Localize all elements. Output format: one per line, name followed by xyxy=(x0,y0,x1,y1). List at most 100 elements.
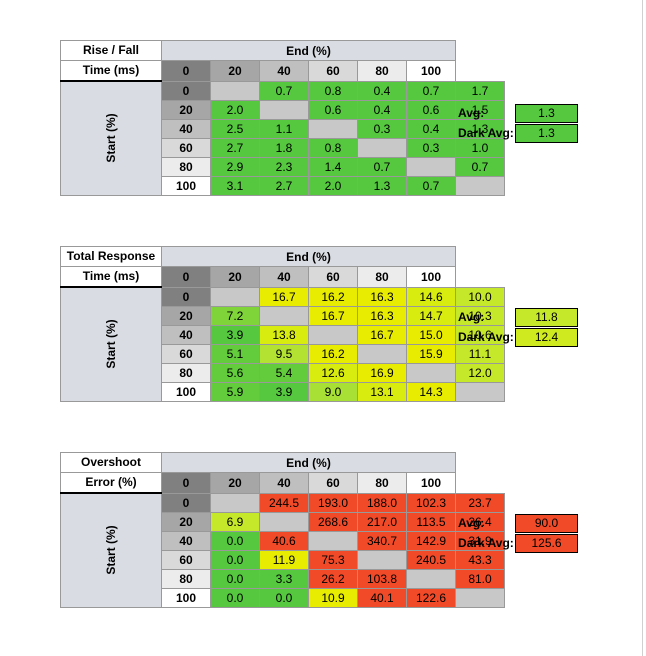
heatmap-cell: 10.0 xyxy=(455,286,505,307)
avg-label: Avg: xyxy=(458,516,485,530)
avg-label: Avg: xyxy=(458,310,485,324)
heatmap-cell: 26.2 xyxy=(308,568,358,589)
heatmap-cell: 1.7 xyxy=(455,80,505,101)
table-row: 80 5.6 5.4 12.6 16.9 12.0 xyxy=(61,362,505,383)
heatmap-cell: 15.0 xyxy=(406,324,456,345)
table-row: 60 0.0 11.9 75.3 240.5 43.3 xyxy=(61,549,505,570)
table-row: 100 0.0 0.0 10.9 40.1 122.6 xyxy=(61,587,505,608)
start-axis-header: Start (%) xyxy=(60,286,162,402)
table-row: 80 2.9 2.3 1.4 0.7 0.7 xyxy=(61,156,505,177)
heatmap-cell xyxy=(210,286,260,307)
heatmap-cell: 5.6 xyxy=(210,362,260,383)
heatmap-cell: 1.0 xyxy=(455,137,505,158)
heatmap-cell: 1.8 xyxy=(259,137,309,158)
col-header: 40 xyxy=(259,60,309,82)
total-response-summary: Avg: 11.8 Dark Avg: 12.4 xyxy=(458,308,583,348)
row-header: 0 xyxy=(161,492,211,513)
heatmap-cell: 2.5 xyxy=(210,118,260,139)
heatmap-cell: 268.6 xyxy=(308,511,358,532)
heatmap-cell: 5.9 xyxy=(210,381,260,402)
table-title-line-2: Error (%) xyxy=(60,472,162,494)
col-header: 100 xyxy=(406,472,456,494)
dark-avg-value: 12.4 xyxy=(515,328,578,347)
heatmap-cell: 0.0 xyxy=(210,530,260,551)
heatmap-cell: 16.7 xyxy=(308,305,358,326)
heatmap-cell: 9.0 xyxy=(308,381,358,402)
row-header: 60 xyxy=(161,137,211,158)
row-header: 80 xyxy=(161,156,211,177)
table-row: 80 0.0 3.3 26.2 103.8 81.0 xyxy=(61,568,505,589)
heatmap-cell: 3.9 xyxy=(259,381,309,402)
end-axis-header: End (%) xyxy=(161,246,456,267)
heatmap-cell: 0.4 xyxy=(406,118,456,139)
col-header: 100 xyxy=(406,266,456,288)
row-header: 40 xyxy=(161,118,211,139)
heatmap-cell: 217.0 xyxy=(357,511,407,532)
heatmap-cell: 0.4 xyxy=(357,80,407,101)
heatmap-cell: 16.7 xyxy=(357,324,407,345)
rise-fall-summary: Avg: 1.3 Dark Avg: 1.3 xyxy=(458,104,583,144)
col-header: 60 xyxy=(308,266,358,288)
heatmap-cell: 142.9 xyxy=(406,530,456,551)
heatmap-cell xyxy=(308,530,358,551)
dark-avg-value: 125.6 xyxy=(515,534,578,553)
heatmap-cell: 7.2 xyxy=(210,305,260,326)
heatmap-cell: 16.7 xyxy=(259,286,309,307)
rise-fall-time-table: Rise / Fall End (%) Time (ms) 0 20 40 60… xyxy=(60,40,505,196)
avg-value: 1.3 xyxy=(515,104,578,123)
col-header: 0 xyxy=(161,266,211,288)
end-axis-header: End (%) xyxy=(161,452,456,473)
table-row: 20 2.0 0.6 0.4 0.6 1.5 xyxy=(61,99,505,120)
heatmap-cell: 14.6 xyxy=(406,286,456,307)
heatmap-cell: 5.4 xyxy=(259,362,309,383)
dark-avg-label: Dark Avg: xyxy=(458,330,514,344)
heatmap-cell: 16.3 xyxy=(357,305,407,326)
heatmap-cell: 0.7 xyxy=(406,175,456,196)
heatmap-cell: 16.3 xyxy=(357,286,407,307)
heatmap-cell: 12.6 xyxy=(308,362,358,383)
col-header: 20 xyxy=(210,60,260,82)
table-row: 40 2.5 1.1 0.3 0.4 1.3 xyxy=(61,118,505,139)
row-header: 40 xyxy=(161,324,211,345)
end-axis-header: End (%) xyxy=(161,40,456,61)
heatmap-cell: 81.0 xyxy=(455,568,505,589)
heatmap-cell xyxy=(210,80,260,101)
heatmap-cell: 340.7 xyxy=(357,530,407,551)
heatmap-cell: 102.3 xyxy=(406,492,456,513)
start-axis-header: Start (%) xyxy=(60,492,162,608)
heatmap-cell: 11.1 xyxy=(455,343,505,364)
heatmap-cell xyxy=(259,305,309,326)
heatmap-cell: 1.3 xyxy=(455,118,505,139)
row-header: 100 xyxy=(161,175,211,196)
heatmap-cell: 40.6 xyxy=(259,530,309,551)
heatmap-cell: 0.3 xyxy=(406,137,456,158)
heatmap-cell: 13.8 xyxy=(259,324,309,345)
heatmap-cell xyxy=(357,137,407,158)
heatmap-cell: 13.1 xyxy=(357,381,407,402)
start-axis-header: Start (%) xyxy=(60,80,162,196)
heatmap-cell: 122.6 xyxy=(406,587,456,608)
col-header: 20 xyxy=(210,266,260,288)
heatmap-cell xyxy=(308,324,358,345)
row-header: 0 xyxy=(161,80,211,101)
heatmap-cell xyxy=(357,549,407,570)
col-header: 0 xyxy=(161,60,211,82)
heatmap-cell: 0.7 xyxy=(455,156,505,177)
heatmap-cell: 23.7 xyxy=(455,492,505,513)
heatmap-cell: 0.8 xyxy=(308,80,358,101)
row-header: 20 xyxy=(161,99,211,120)
table-row: 100 3.1 2.7 2.0 1.3 0.7 xyxy=(61,175,505,196)
col-header: 40 xyxy=(259,472,309,494)
heatmap-cell: 10.6 xyxy=(455,324,505,345)
heatmap-cell: 14.3 xyxy=(406,381,456,402)
heatmap-cell: 0.6 xyxy=(308,99,358,120)
heatmap-cell: 193.0 xyxy=(308,492,358,513)
heatmap-cell: 16.2 xyxy=(308,343,358,364)
avg-label: Avg: xyxy=(458,106,485,120)
heatmap-cell: 10.9 xyxy=(308,587,358,608)
col-header: 100 xyxy=(406,60,456,82)
heatmap-cell: 188.0 xyxy=(357,492,407,513)
row-header: 0 xyxy=(161,286,211,307)
table-title-line-1: Rise / Fall xyxy=(60,40,162,61)
